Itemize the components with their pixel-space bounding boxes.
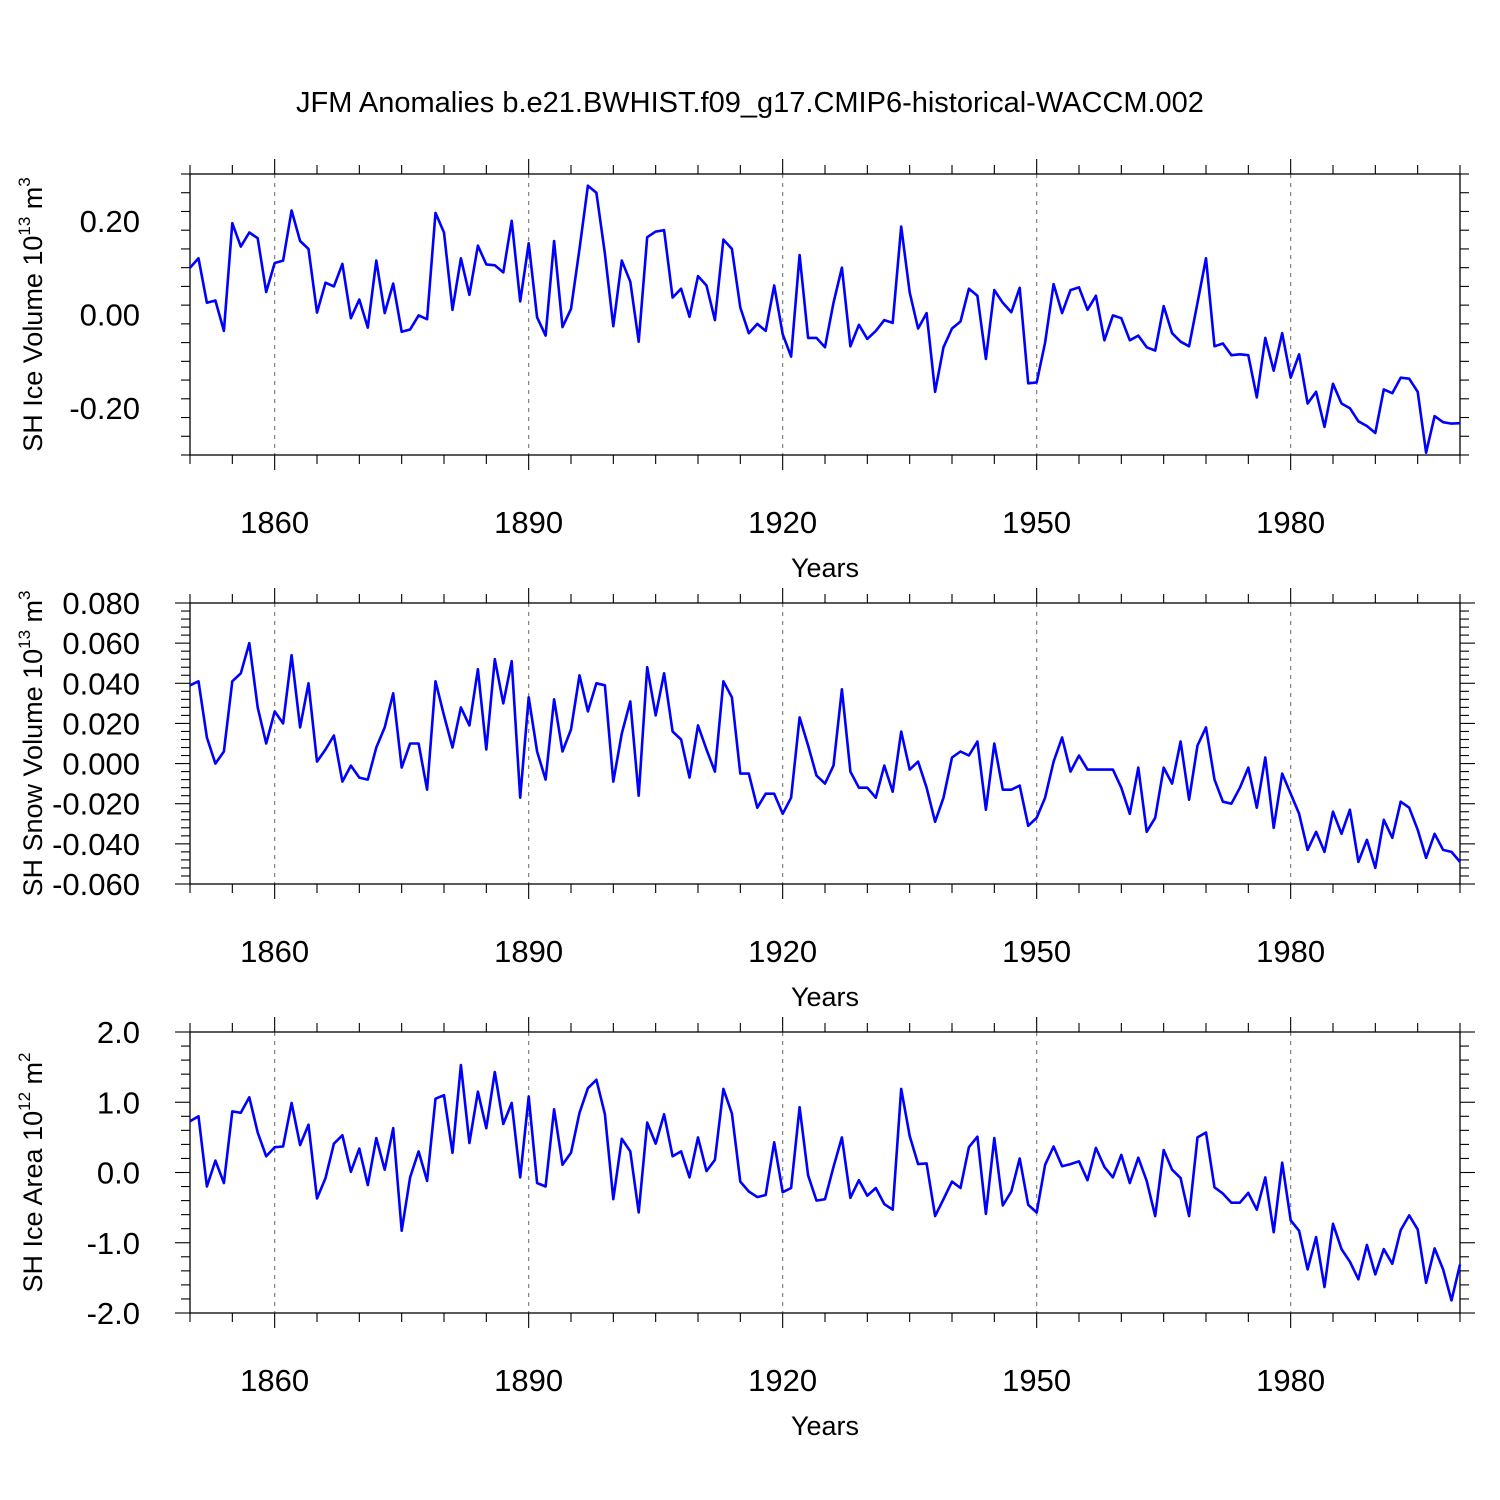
y-tick-label: 1.0 <box>97 1085 140 1120</box>
series-line-1 <box>189 641 1461 870</box>
y-axis-label-exponent: 13 <box>15 217 34 236</box>
y-tick-label: 2.0 <box>97 1015 140 1050</box>
y-axis-label-exponent: 13 <box>15 630 34 649</box>
x-tick-label: 1950 <box>1002 934 1071 969</box>
chart-panel-3: -2.0 -1.0 0.0 1.0 2.0 1860 1890 1920 1950 1980 Yea… <box>15 1015 1475 1441</box>
y-axis-label-unit-exponent: 3 <box>15 590 34 599</box>
y-axis-label-unit: m <box>18 187 48 217</box>
x-tick-label: 1920 <box>748 505 817 540</box>
x-tick-label: 1890 <box>494 1363 563 1398</box>
x-tick-label: 1890 <box>494 505 563 540</box>
y-tick-label: 0.080 <box>62 586 140 621</box>
y-tick-label: 0.20 <box>80 204 140 239</box>
y-axis-label-exponent: 12 <box>15 1092 34 1111</box>
y-axis-label-text: SH Snow Volume 10 <box>18 649 48 897</box>
y-axis-label-unit: m <box>18 1062 48 1092</box>
y-axis-label-unit: m <box>18 600 48 630</box>
y-tick-label: -0.040 <box>52 827 140 862</box>
x-tick-label: 1950 <box>1002 1363 1071 1398</box>
y-axis-label-text: SH Ice Volume 10 <box>18 236 48 452</box>
y-axis-label-unit-exponent: 2 <box>15 1053 34 1062</box>
panels: -0.20 0.00 0.20 1860 1890 1920 1950 1980 Years SH… <box>15 159 1475 1441</box>
series-line-1 <box>189 1063 1462 1302</box>
x-tick-label: 1860 <box>240 934 309 969</box>
x-axis-label: Years <box>791 1411 859 1441</box>
x-tick-label: 1950 <box>1002 505 1071 540</box>
x-tick-label: 1860 <box>240 505 309 540</box>
x-tick-label: 1980 <box>1256 505 1325 540</box>
y-axis-label-text: SH Ice Area 10 <box>18 1111 48 1293</box>
x-tick-label: 1920 <box>748 1363 817 1398</box>
y-axis-label-unit-exponent: 3 <box>15 177 34 186</box>
x-tick-label: 1980 <box>1256 1363 1325 1398</box>
x-tick-label: 1920 <box>748 934 817 969</box>
y-tick-label: 0.000 <box>62 747 140 782</box>
x-axis-label: Years <box>791 982 859 1012</box>
series-line-1 <box>189 184 1461 455</box>
y-axis-label: SH Ice Volume 1013 m3 <box>15 177 48 452</box>
chart-panel-2: -0.060 -0.040 -0.020 0.000 0.020 0.040 0.060 0.… <box>15 586 1475 1012</box>
x-tick-label: 1980 <box>1256 934 1325 969</box>
x-axis-label: Years <box>791 553 859 583</box>
y-tick-label: 0.020 <box>62 706 140 741</box>
chart-panel-1: -0.20 0.00 0.20 1860 1890 1920 1950 1980 Years SH… <box>15 159 1469 583</box>
x-tick-label: 1890 <box>494 934 563 969</box>
y-tick-label: -1.0 <box>87 1226 140 1261</box>
y-tick-label: 0.0 <box>97 1156 140 1191</box>
y-tick-label: 0.00 <box>80 298 140 333</box>
y-tick-label: -0.20 <box>69 391 140 426</box>
y-tick-label: -0.060 <box>52 867 140 902</box>
y-axis-label: SH Ice Area 1012 m2 <box>15 1053 48 1293</box>
y-axis-label: SH Snow Volume 1013 m3 <box>15 590 48 896</box>
y-tick-label: 0.040 <box>62 666 140 701</box>
y-tick-label: -0.020 <box>52 787 140 822</box>
y-tick-label: -2.0 <box>87 1296 140 1331</box>
figure-title: JFM Anomalies b.e21.BWHIST.f09_g17.CMIP6… <box>296 87 1204 119</box>
x-tick-label: 1860 <box>240 1363 309 1398</box>
y-tick-label: 0.060 <box>62 626 140 661</box>
